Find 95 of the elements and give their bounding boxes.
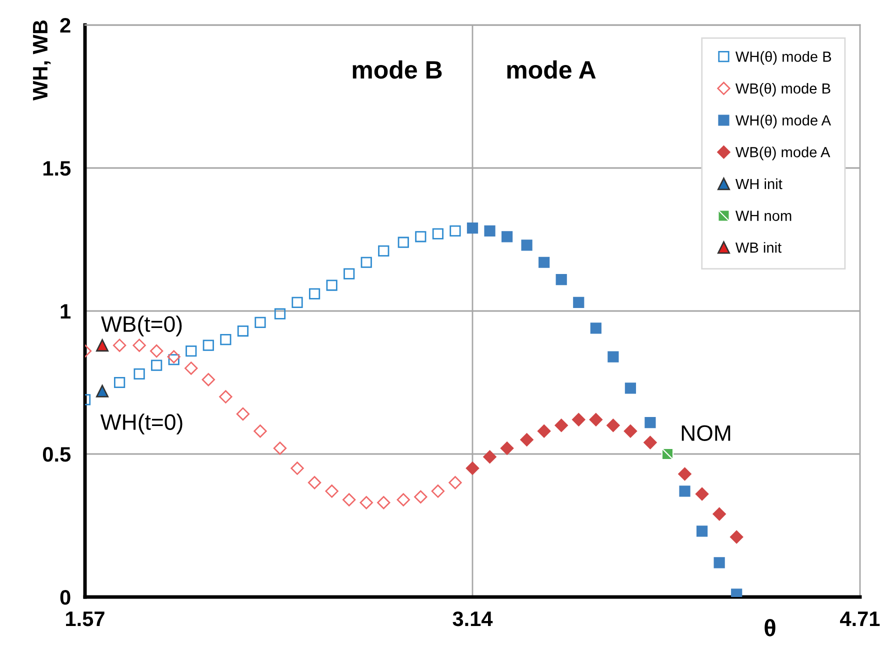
point — [432, 228, 444, 240]
point — [624, 424, 638, 438]
point — [606, 418, 620, 432]
point — [360, 496, 373, 510]
point — [661, 448, 674, 460]
point — [396, 493, 410, 506]
y-tick-label: 0 — [60, 590, 70, 605]
point — [537, 424, 551, 438]
point — [483, 450, 496, 464]
annotation: WH(t=0) — [100, 414, 182, 434]
point — [151, 360, 162, 371]
legend-label: WB(θ) mode B — [735, 82, 830, 97]
legend-label: WB(θ) mode A — [735, 146, 830, 160]
y-tick-label: 2 — [60, 18, 70, 33]
point — [500, 442, 514, 455]
point — [292, 296, 303, 308]
point — [377, 496, 390, 510]
point — [254, 316, 266, 328]
annotation: NOM — [682, 425, 730, 441]
point — [134, 368, 145, 380]
point — [695, 487, 709, 501]
legend-label: WH init — [735, 178, 782, 190]
point — [273, 442, 287, 455]
point — [344, 268, 355, 280]
point — [730, 530, 744, 544]
y-tick-label: 1.5 — [43, 161, 71, 176]
legend-label: WH nom — [735, 210, 792, 221]
point — [414, 490, 428, 504]
point — [431, 484, 445, 498]
point — [308, 476, 322, 490]
point — [202, 373, 215, 386]
point — [398, 236, 409, 248]
point — [484, 225, 496, 236]
point — [237, 325, 249, 337]
x-tick-label: 1.57 — [66, 612, 104, 626]
point — [236, 407, 250, 421]
point — [644, 436, 657, 450]
x-tick-label: 4.71 — [840, 612, 880, 626]
point — [326, 280, 338, 291]
annotation: WB(t=0) — [101, 316, 182, 336]
point — [608, 351, 619, 362]
point — [219, 390, 232, 404]
point — [150, 344, 164, 358]
x-axis-title: θ — [764, 619, 776, 636]
annotation: mode B — [352, 60, 442, 79]
point — [731, 588, 742, 597]
point — [184, 362, 198, 375]
point — [308, 288, 320, 300]
y-axis-title: WH, WB — [33, 20, 51, 100]
point — [520, 433, 534, 446]
point — [466, 222, 478, 234]
point — [202, 340, 214, 351]
point — [274, 308, 286, 320]
point — [112, 338, 126, 352]
point — [448, 476, 462, 490]
point — [644, 416, 656, 428]
point — [589, 413, 602, 426]
point — [573, 296, 584, 308]
point — [254, 424, 267, 438]
point — [220, 334, 232, 346]
point — [167, 350, 180, 364]
point — [521, 240, 532, 251]
y-tick-label: 0.5 — [42, 447, 71, 462]
point — [556, 274, 567, 286]
point — [325, 484, 338, 498]
annotation: mode A — [507, 60, 596, 79]
point — [450, 225, 461, 236]
x-tick-label: 3.14 — [452, 611, 493, 626]
legend-label: WH(θ) mode B — [735, 51, 832, 65]
point — [696, 526, 708, 537]
point — [186, 345, 197, 357]
legend-label: WH(θ) mode A — [735, 114, 832, 128]
point — [415, 231, 426, 242]
point — [590, 322, 602, 334]
point — [554, 418, 568, 432]
point — [132, 338, 146, 352]
point — [466, 462, 480, 475]
point — [168, 354, 180, 366]
point — [378, 245, 390, 256]
point — [538, 256, 550, 268]
point — [714, 557, 725, 568]
point — [360, 256, 372, 268]
point — [96, 384, 109, 398]
point — [678, 467, 692, 481]
y-tick-label: 1 — [60, 304, 71, 319]
point — [290, 462, 304, 475]
point — [342, 493, 356, 506]
point — [502, 231, 513, 242]
point — [96, 339, 109, 352]
point — [679, 486, 690, 497]
point — [624, 382, 636, 394]
point — [572, 413, 586, 426]
point — [712, 507, 726, 521]
point — [114, 376, 126, 388]
legend-label: WB init — [735, 242, 782, 253]
